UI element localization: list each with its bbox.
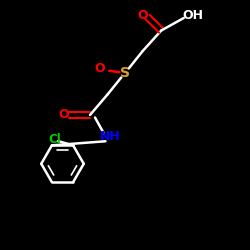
Text: O: O xyxy=(58,108,69,122)
Text: O: O xyxy=(94,62,104,74)
Text: S: S xyxy=(120,66,130,80)
Text: NH: NH xyxy=(100,130,120,143)
Text: O: O xyxy=(138,9,148,22)
Text: OH: OH xyxy=(182,9,203,22)
Text: Cl: Cl xyxy=(48,133,61,146)
